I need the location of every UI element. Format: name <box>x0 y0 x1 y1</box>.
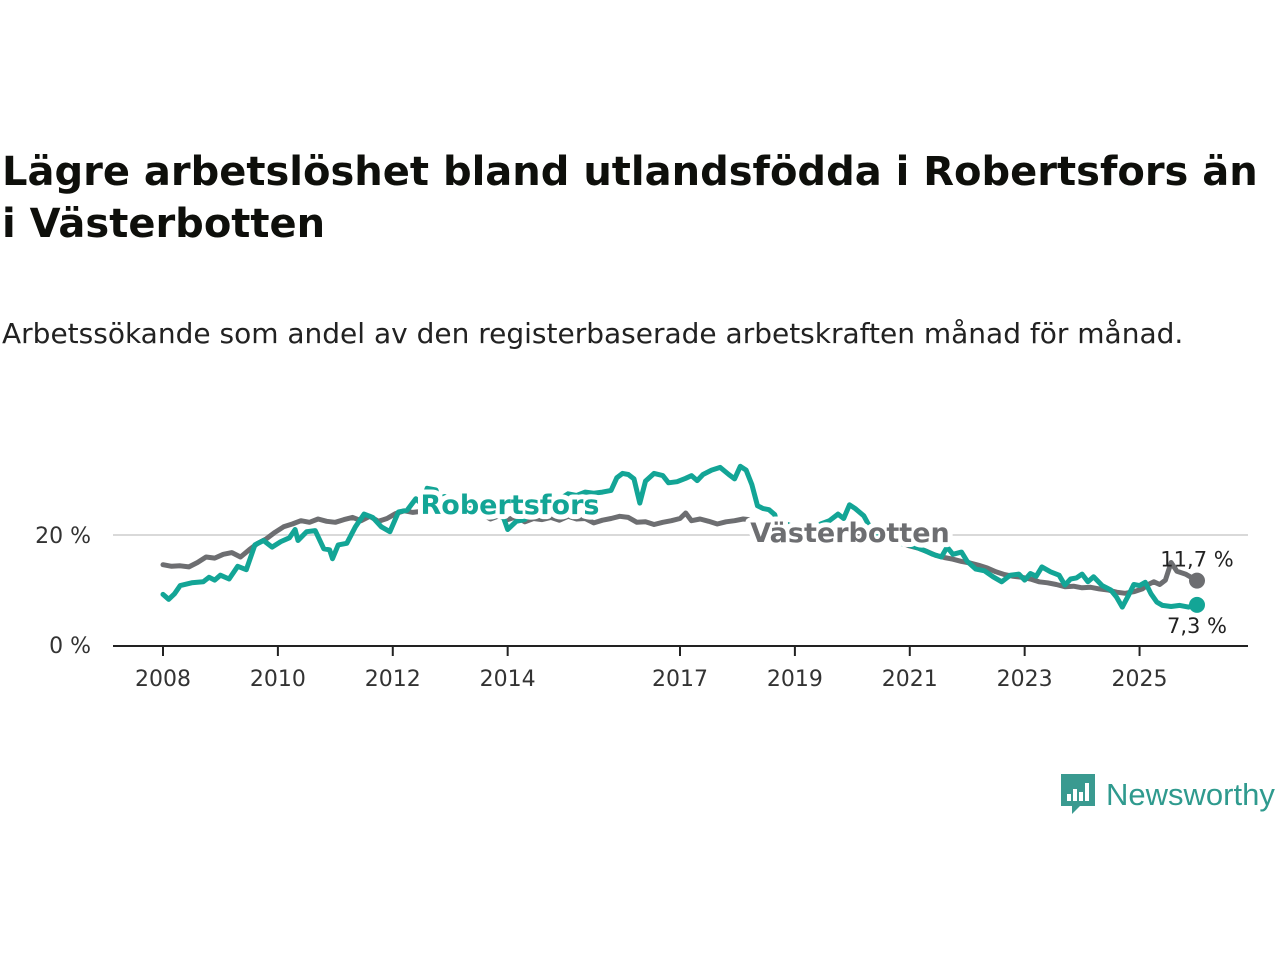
x-tick-label: 2019 <box>767 667 823 692</box>
x-tick-label: 2012 <box>365 667 421 692</box>
y-tick-label: 20 % <box>35 524 91 549</box>
x-tick-label: 2025 <box>1112 667 1168 692</box>
line-chart: 2008 2010 2012 2014 2017 2019 2021 2023 2025 0 %… <box>35 463 1248 692</box>
newsworthy-bar-chart-icon <box>1061 774 1095 814</box>
x-tick-label: 2014 <box>480 667 536 692</box>
newsworthy-logo: Newsworthy <box>1058 772 1275 818</box>
x-axis: 2008 2010 2012 2014 2017 2019 2021 2023 2025 <box>113 645 1248 692</box>
series-name-halo: Västerbotten <box>750 518 949 549</box>
x-tick-label: 2008 <box>135 667 191 692</box>
series-line-robertsfors <box>160 463 1200 610</box>
series-name-halo: Robertsfors <box>421 490 600 521</box>
y-tick-label: 0 % <box>49 634 91 659</box>
series-end-label: 7,3 % <box>1167 614 1227 638</box>
series-name-label-robertsfors: Robertsfors <box>421 490 600 521</box>
chart-labels: 7,3 %11,7 %RobertsforsRobertsforsVästerb… <box>416 485 1234 638</box>
y-axis: 0 % 20 % <box>35 524 91 659</box>
newsworthy-logo-text: Newsworthy <box>1106 777 1275 812</box>
x-tick-label: 2023 <box>997 667 1053 692</box>
series-end-point <box>1189 572 1205 589</box>
x-tick-label: 2021 <box>882 667 938 692</box>
series-end-label: 11,7 % <box>1160 548 1233 572</box>
series-name-label-västerbotten: Västerbotten <box>750 518 949 549</box>
x-tick-label: 2017 <box>652 667 708 692</box>
chart-lines <box>160 463 1200 610</box>
x-tick-label: 2010 <box>250 667 306 692</box>
chart-subtitle: Arbetssökande som andel av den registerb… <box>2 317 1184 350</box>
chart-title: Lägre arbetslöshet bland utlandsfödda i … <box>2 149 1258 247</box>
series-end-point <box>1189 596 1205 613</box>
series-line-västerbotten <box>160 507 1200 596</box>
